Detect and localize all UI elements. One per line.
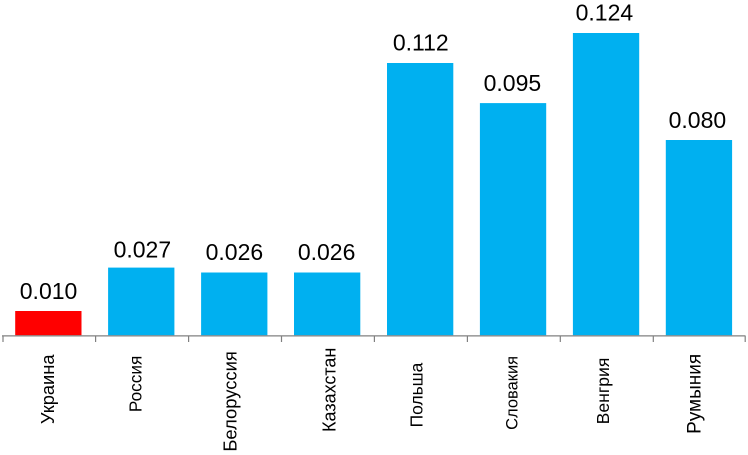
svg-text:Польша: Польша	[406, 362, 426, 427]
svg-text:Россия: Россия	[125, 356, 145, 412]
svg-text:Казахстан: Казахстан	[319, 348, 339, 432]
svg-text:0.026: 0.026	[298, 239, 356, 265]
svg-text:Украина: Украина	[37, 354, 58, 424]
svg-text:0.080: 0.080	[669, 107, 727, 133]
svg-text:0.124: 0.124	[576, 0, 634, 26]
svg-text:0.112: 0.112	[393, 29, 449, 55]
svg-text:0.026: 0.026	[206, 239, 264, 265]
svg-text:Белоруссия: Белоруссия	[220, 351, 241, 451]
svg-text:Румыния: Румыния	[684, 354, 705, 434]
svg-text:Словакия: Словакия	[504, 356, 522, 430]
svg-text:0.095: 0.095	[484, 70, 542, 96]
svg-text:Венгрия: Венгрия	[593, 358, 613, 425]
svg-text:0.010: 0.010	[20, 278, 78, 304]
svg-text:0.027: 0.027	[114, 236, 172, 262]
